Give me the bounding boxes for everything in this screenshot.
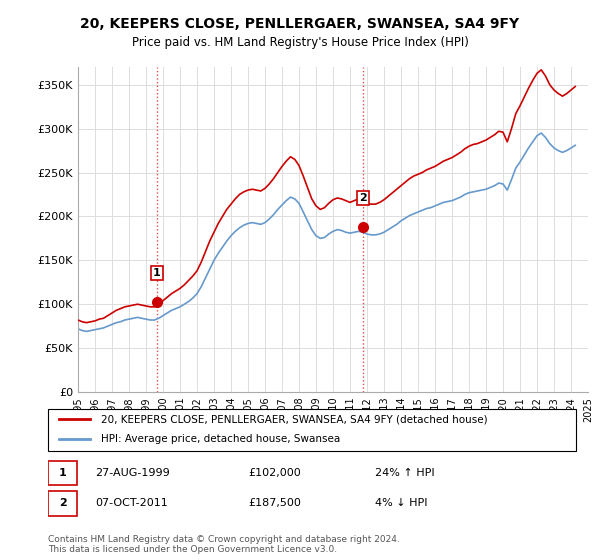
Text: HPI: Average price, detached house, Swansea: HPI: Average price, detached house, Swan… <box>101 434 340 444</box>
FancyBboxPatch shape <box>48 491 77 516</box>
Text: 27-AUG-1999: 27-AUG-1999 <box>95 468 170 478</box>
FancyBboxPatch shape <box>48 409 576 451</box>
Text: 4% ↓ HPI: 4% ↓ HPI <box>376 498 428 508</box>
FancyBboxPatch shape <box>48 461 77 486</box>
Text: 20, KEEPERS CLOSE, PENLLERGAER, SWANSEA, SA4 9FY: 20, KEEPERS CLOSE, PENLLERGAER, SWANSEA,… <box>80 17 520 31</box>
Text: 24% ↑ HPI: 24% ↑ HPI <box>376 468 435 478</box>
Text: £187,500: £187,500 <box>248 498 302 508</box>
Text: 07-OCT-2011: 07-OCT-2011 <box>95 498 168 508</box>
Text: 1: 1 <box>59 468 67 478</box>
Text: £102,000: £102,000 <box>248 468 301 478</box>
Text: 2: 2 <box>59 498 67 508</box>
Text: Price paid vs. HM Land Registry's House Price Index (HPI): Price paid vs. HM Land Registry's House … <box>131 36 469 49</box>
Text: Contains HM Land Registry data © Crown copyright and database right 2024.
This d: Contains HM Land Registry data © Crown c… <box>48 535 400 554</box>
Text: 20, KEEPERS CLOSE, PENLLERGAER, SWANSEA, SA4 9FY (detached house): 20, KEEPERS CLOSE, PENLLERGAER, SWANSEA,… <box>101 414 487 424</box>
Text: 1: 1 <box>153 268 161 278</box>
Text: 2: 2 <box>359 193 367 203</box>
